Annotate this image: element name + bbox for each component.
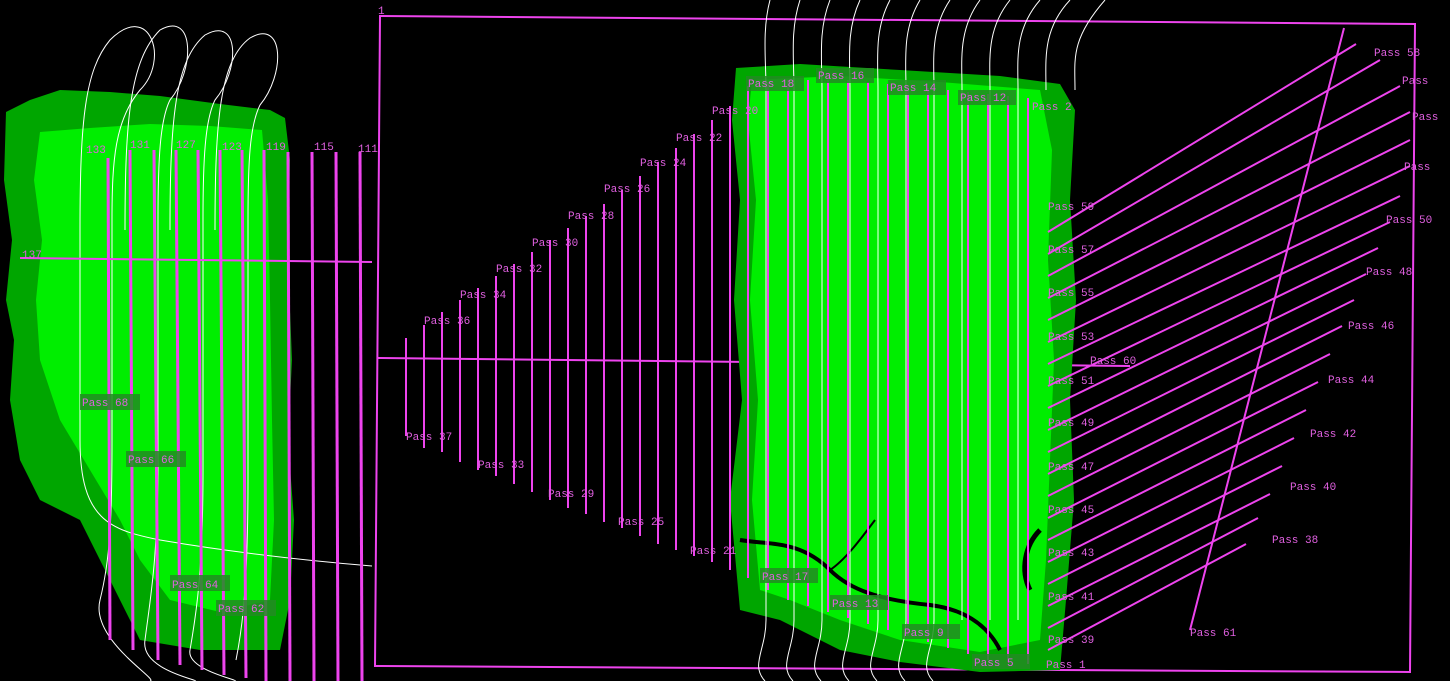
right-diagonal-pass-lines	[1047, 27, 1411, 651]
label-pass-13: Pass 13	[832, 599, 878, 611]
label-pass-40: Pass 40	[1290, 482, 1336, 494]
label-pass-37: Pass 37	[406, 432, 452, 444]
label-pass-2: Pass 2	[1032, 102, 1072, 114]
label-pass-54: Pass	[1412, 112, 1438, 124]
label-pass-5: Pass 5	[974, 658, 1014, 670]
label-pass-24: Pass 24	[640, 158, 687, 170]
label-pass-41: Pass 41	[1048, 592, 1095, 604]
label-pass-22: Pass 22	[676, 133, 722, 145]
label-pass-20: Pass 20	[712, 106, 758, 118]
label-pass-46: Pass 46	[1348, 321, 1394, 333]
label-pass-30: Pass 30	[532, 238, 578, 250]
label-pass-59: Pass 59	[1048, 202, 1094, 214]
label-pass-21: Pass 21	[690, 546, 737, 558]
label-pass-9: Pass 9	[904, 628, 944, 640]
label-pass-55: Pass 55	[1048, 288, 1094, 300]
label-pass-47: Pass 47	[1048, 462, 1094, 474]
left-labels: 133 131 127 123 119 115 111 137 Pass 68 …	[22, 140, 378, 616]
label-pass-42: Pass 42	[1310, 429, 1356, 441]
label-pass-66: Pass 66	[128, 455, 174, 467]
label-123: 123	[222, 142, 242, 154]
label-pass-64: Pass 64	[172, 580, 219, 592]
label-pass-62: Pass 62	[218, 604, 264, 616]
label-115: 115	[314, 142, 334, 154]
label-pass-1: Pass 1	[1046, 660, 1086, 672]
label-pass-26: Pass 26	[604, 184, 650, 196]
label-pass-53: Pass 53	[1048, 332, 1094, 344]
label-133: 133	[86, 145, 106, 157]
label-pass-33: Pass 33	[478, 460, 524, 472]
label-111: 111	[358, 144, 378, 156]
right-vertical-pass-lines	[405, 80, 1029, 664]
label-pass-48: Pass 48	[1366, 267, 1412, 279]
label-pass-12: Pass 12	[960, 93, 1006, 105]
right-labels: 1 Pass 18 Pass 16 Pass 14 Pass 12 Pass 2…	[378, 6, 1438, 672]
label-pass-28: Pass 28	[568, 211, 614, 223]
label-pass-14: Pass 14	[890, 83, 937, 95]
label-pass-44: Pass 44	[1328, 375, 1375, 387]
label-corner-1: 1	[378, 6, 385, 18]
label-pass-25: Pass 25	[618, 517, 664, 529]
label-pass-56: Pass	[1402, 76, 1428, 88]
label-pass-43: Pass 43	[1048, 548, 1094, 560]
label-pass-51: Pass 51	[1048, 376, 1095, 388]
label-pass-17: Pass 17	[762, 572, 808, 584]
label-137: 137	[22, 250, 42, 262]
label-pass-39: Pass 39	[1048, 635, 1094, 647]
label-pass-50: Pass 50	[1386, 215, 1432, 227]
label-119: 119	[266, 142, 286, 154]
label-pass-32: Pass 32	[496, 264, 542, 276]
label-pass-34: Pass 34	[460, 290, 507, 302]
label-pass-58: Pass 58	[1374, 48, 1420, 60]
label-pass-52: Pass	[1404, 162, 1430, 174]
label-pass-18: Pass 18	[748, 79, 794, 91]
label-pass-38: Pass 38	[1272, 535, 1318, 547]
label-pass-68: Pass 68	[82, 398, 128, 410]
label-131: 131	[130, 140, 150, 152]
label-pass-57: Pass 57	[1048, 245, 1094, 257]
label-pass-29: Pass 29	[548, 489, 594, 501]
label-pass-60: Pass 60	[1090, 356, 1136, 368]
label-pass-45: Pass 45	[1048, 505, 1094, 517]
label-127: 127	[176, 140, 196, 152]
label-pass-49: Pass 49	[1048, 418, 1094, 430]
label-pass-16: Pass 16	[818, 71, 864, 83]
label-pass-61: Pass 61	[1190, 628, 1237, 640]
label-pass-36: Pass 36	[424, 316, 470, 328]
